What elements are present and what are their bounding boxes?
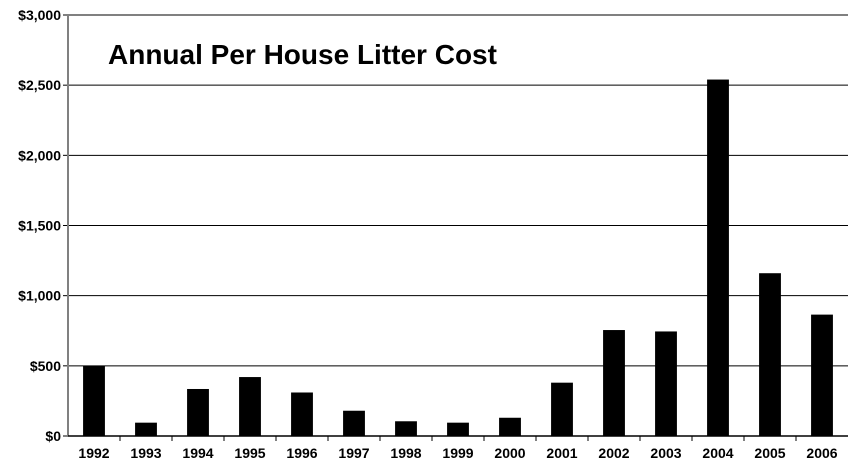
chart-title: Annual Per House Litter Cost <box>108 39 497 70</box>
bar-1992 <box>83 365 105 436</box>
x-tick-label: 1997 <box>338 445 369 461</box>
x-tick-label: 2001 <box>546 445 577 461</box>
bar-2005 <box>759 273 781 436</box>
bar-1995 <box>239 377 261 436</box>
bar-1993 <box>135 422 157 436</box>
bar-1996 <box>291 392 313 436</box>
bar-2002 <box>603 330 625 436</box>
x-tick-label: 1999 <box>442 445 473 461</box>
x-tick-label: 2004 <box>702 445 733 461</box>
x-tick-label: 1995 <box>234 445 265 461</box>
x-tick-label: 2000 <box>494 445 525 461</box>
bar-1999 <box>447 422 469 436</box>
y-tick-label: $1,500 <box>18 218 61 234</box>
bar-2001 <box>551 382 573 436</box>
bar-2000 <box>499 417 521 436</box>
x-tick-label: 1992 <box>78 445 109 461</box>
bar-1998 <box>395 421 417 436</box>
bar-2004 <box>707 79 729 436</box>
gridlines <box>68 14 848 367</box>
x-tick-label: 1994 <box>182 445 213 461</box>
bar-2003 <box>655 331 677 436</box>
bar-1997 <box>343 410 365 436</box>
y-tick-label: $2,000 <box>18 147 61 163</box>
x-tick-label: 2003 <box>650 445 681 461</box>
y-tick-label: $2,500 <box>18 77 61 93</box>
x-tick-label: 1996 <box>286 445 317 461</box>
x-tick-label: 2005 <box>754 445 785 461</box>
y-tick-label: $0 <box>45 428 61 444</box>
y-tick-label: $500 <box>30 358 61 374</box>
bar-1994 <box>187 388 209 436</box>
bars <box>83 79 833 436</box>
y-tick-labels: $0 $500 $1,000 $1,500 $2,000 $2,500 $3,000 <box>18 7 61 444</box>
axes <box>63 14 848 441</box>
bar-2006 <box>811 314 833 436</box>
x-tick-label: 1998 <box>390 445 421 461</box>
x-tick-label: 2006 <box>806 445 837 461</box>
x-tick-label: 2002 <box>598 445 629 461</box>
y-tick-label: $1,000 <box>18 288 61 304</box>
y-tick-label: $3,000 <box>18 7 61 23</box>
x-tick-label: 1993 <box>130 445 161 461</box>
x-tick-labels: 1992 1993 1994 1995 1996 1997 1998 1999 2000 2001… <box>78 445 837 461</box>
